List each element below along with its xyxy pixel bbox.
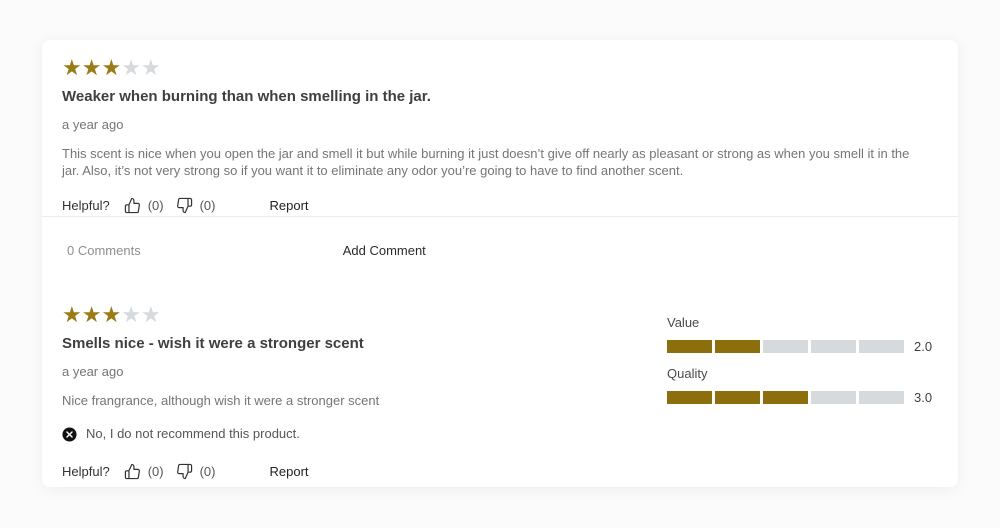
rating-bar-segment (811, 340, 856, 353)
thumbs-up-count: (0) (147, 463, 164, 479)
review-body: Nice frangrance, although wish it were a… (62, 393, 380, 408)
star-empty-icon: ★ (121, 302, 141, 327)
rating-bar (667, 340, 904, 353)
review-title: Smells nice - wish it were a stronger sc… (62, 335, 364, 352)
review-date: a year ago (62, 117, 124, 132)
review-item-1: ★★★★★ Weaker when burning than when smel… (42, 57, 958, 258)
review-date: a year ago (62, 364, 124, 379)
star-filled-icon: ★ (101, 302, 122, 327)
secondary-rating-label: Quality (667, 366, 708, 381)
comments-row: 0 Comments Add Comment (62, 243, 938, 258)
thumbs-up-icon (124, 463, 140, 479)
star-filled-icon: ★ (81, 55, 102, 80)
star-empty-icon: ★ (140, 55, 161, 80)
thumbs-down-icon (176, 197, 192, 213)
not-recommended-row: No, I do not recommend this product. (62, 426, 667, 442)
rating-bar-row: 3.0 (667, 390, 938, 405)
review-item-2: ★★★★★ Smells nice - wish it were a stron… (62, 304, 938, 480)
rating-bar-row: 2.0 (667, 339, 938, 354)
review-main-column: ★★★★★ Smells nice - wish it were a stron… (62, 304, 667, 480)
star-empty-icon: ★ (121, 55, 141, 80)
divider (42, 216, 958, 217)
review-title: Weaker when burning than when smelling i… (62, 88, 431, 105)
not-recommended-label: No, I do not recommend this product. (86, 426, 300, 441)
thumbs-down-count: (0) (199, 197, 216, 213)
star-rating: ★★★★★ (62, 57, 938, 79)
thumbs-down-count: (0) (199, 463, 216, 479)
rating-bar-segment (763, 340, 808, 353)
thumbs-up-button[interactable] (124, 463, 141, 480)
rating-value: 3.0 (914, 390, 933, 405)
rating-bar-segment (859, 391, 904, 404)
star-rating: ★★★★★ (62, 304, 667, 326)
star-filled-icon: ★ (62, 55, 82, 80)
star-filled-icon: ★ (62, 302, 82, 327)
rating-bar-segment (715, 391, 760, 404)
rating-bar-segment (763, 391, 808, 404)
star-filled-icon: ★ (101, 55, 122, 80)
star-filled-icon: ★ (81, 302, 102, 327)
helpful-row: Helpful? (0) (0) Report (62, 196, 938, 214)
rating-bar (667, 391, 904, 404)
secondary-ratings: Value 2.0 Quality 3.0 (667, 304, 938, 480)
comments-count: 0 Comments (67, 243, 141, 258)
helpful-label: Helpful? (62, 197, 110, 213)
add-comment-button[interactable]: Add Comment (342, 243, 426, 258)
rating-bar-segment (667, 340, 712, 353)
report-button[interactable]: Report (269, 197, 309, 213)
thumbs-down-button[interactable] (176, 197, 193, 214)
thumbs-up-count: (0) (147, 197, 164, 213)
thumbs-down-button[interactable] (176, 463, 193, 480)
report-button[interactable]: Report (269, 463, 309, 479)
rating-bar-segment (715, 340, 760, 353)
rating-bar-segment (859, 340, 904, 353)
rating-bar-segment (667, 391, 712, 404)
helpful-row: Helpful? (0) (0) Report (62, 462, 667, 480)
star-empty-icon: ★ (140, 302, 161, 327)
thumbs-up-icon (124, 197, 140, 213)
thumbs-up-button[interactable] (124, 197, 141, 214)
review-body: This scent is nice when you open the jar… (62, 146, 910, 178)
secondary-rating-label: Value (667, 315, 700, 330)
helpful-label: Helpful? (62, 463, 110, 479)
rating-bar-segment (811, 391, 856, 404)
reviews-card: ★★★★★ Weaker when burning than when smel… (42, 40, 958, 487)
x-circle-icon (62, 426, 77, 442)
rating-value: 2.0 (914, 339, 933, 354)
thumbs-down-icon (176, 463, 192, 479)
